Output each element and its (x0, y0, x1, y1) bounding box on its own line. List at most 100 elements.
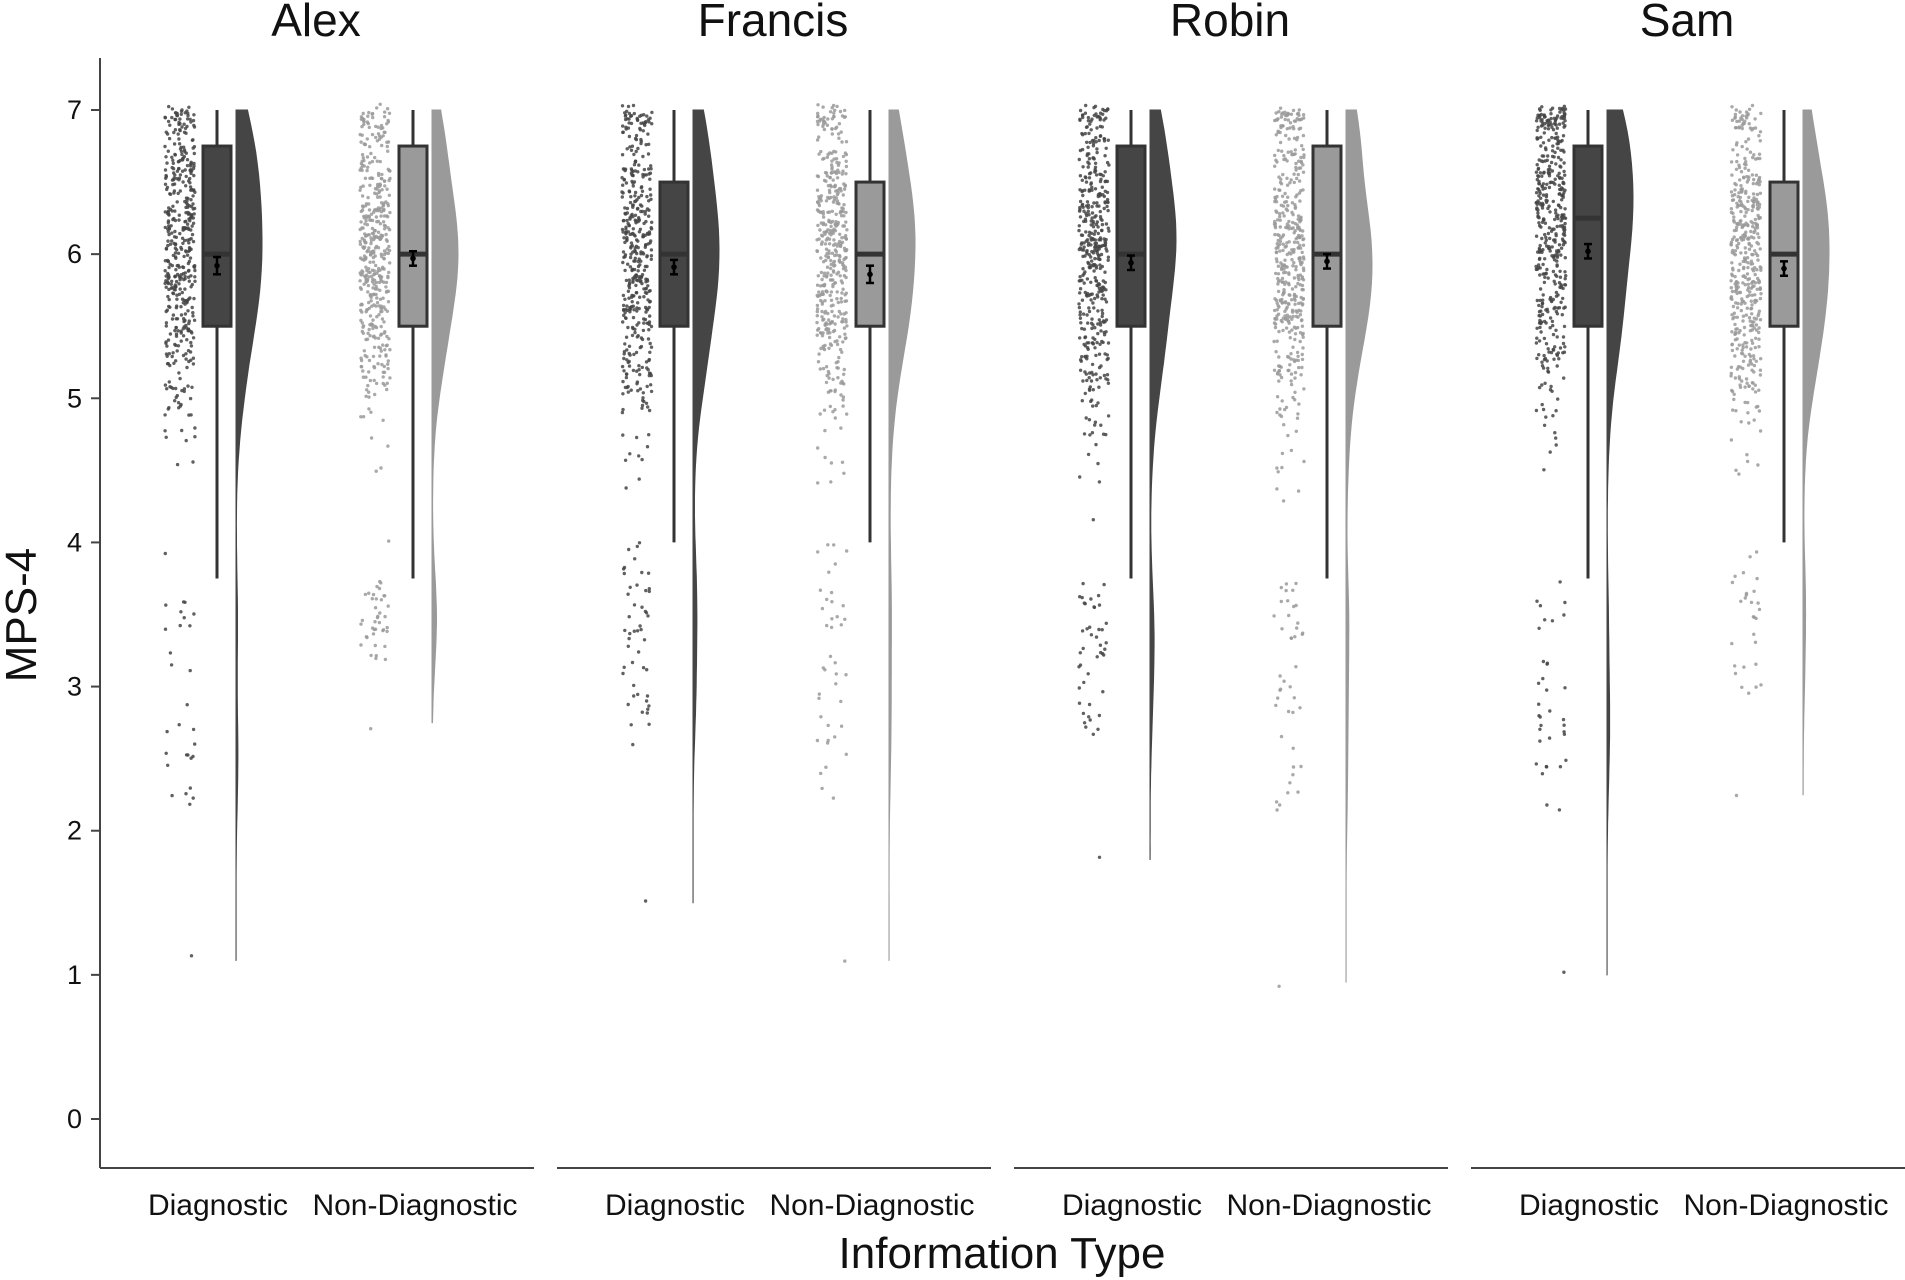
data-point (819, 270, 824, 275)
data-point (182, 122, 186, 126)
data-point (362, 246, 366, 250)
data-point (1096, 461, 1100, 466)
data-point (636, 389, 640, 393)
data-point (621, 392, 625, 396)
data-point (181, 334, 186, 338)
data-point (1283, 191, 1287, 196)
data-point (184, 184, 188, 188)
data-point (650, 220, 654, 224)
data-point (1729, 286, 1734, 290)
data-point (381, 418, 385, 422)
data-point (1274, 200, 1279, 204)
mean-point (1781, 265, 1787, 272)
data-point (373, 606, 378, 610)
data-point (1752, 632, 1756, 636)
data-point (370, 597, 374, 601)
data-point (1104, 641, 1108, 645)
data-point (1298, 706, 1302, 710)
data-point (626, 592, 630, 596)
data-point (1730, 289, 1735, 294)
data-point (186, 113, 190, 118)
data-point (1542, 131, 1547, 135)
data-point (1758, 265, 1762, 269)
data-point (359, 622, 363, 626)
data-point (193, 742, 197, 746)
data-point (1295, 117, 1299, 121)
data-point (816, 274, 820, 278)
data-point (164, 324, 168, 328)
data-point (817, 237, 821, 241)
data-point (1743, 257, 1747, 262)
data-point (1292, 261, 1296, 265)
data-point (1091, 144, 1096, 148)
data-point (1284, 225, 1288, 230)
data-point (633, 136, 638, 141)
data-point (1095, 126, 1099, 130)
data-point (842, 372, 846, 376)
data-point (377, 586, 382, 591)
data-point (1564, 758, 1568, 762)
data-point (371, 260, 376, 264)
data-point (1539, 321, 1543, 326)
data-point (1279, 125, 1283, 130)
data-point (1748, 150, 1753, 154)
data-point (165, 161, 169, 165)
data-point (1535, 599, 1539, 603)
data-point (1740, 144, 1744, 149)
data-point (1273, 118, 1277, 123)
data-point (835, 290, 839, 294)
data-point (816, 111, 820, 116)
data-point (371, 592, 376, 597)
data-point (167, 227, 172, 231)
data-point (647, 172, 651, 176)
data-point (645, 694, 650, 698)
data-point (644, 143, 648, 147)
data-point (378, 579, 382, 584)
data-point (378, 102, 382, 107)
data-point (1282, 679, 1286, 683)
data-point (171, 313, 176, 317)
data-point (820, 315, 824, 319)
data-point (649, 248, 654, 252)
data-point (1282, 153, 1286, 158)
data-point (1276, 148, 1281, 153)
data-point (1556, 203, 1561, 207)
data-point (625, 236, 629, 240)
data-point (1754, 173, 1759, 177)
data-point (630, 300, 634, 304)
data-point (380, 188, 384, 192)
data-point (629, 252, 633, 256)
data-point (1295, 193, 1299, 197)
data-point (640, 710, 644, 714)
data-point (1296, 621, 1300, 625)
data-point (1287, 219, 1291, 224)
data-point (180, 428, 184, 433)
data-point (1100, 339, 1104, 344)
data-point (1103, 239, 1107, 244)
data-point (640, 457, 644, 462)
data-point (1555, 312, 1560, 316)
data-point (1743, 385, 1747, 389)
data-point (1543, 126, 1547, 130)
data-point (639, 139, 643, 143)
data-point (173, 152, 177, 157)
data-point (844, 752, 848, 756)
data-point (1284, 582, 1289, 586)
y-tick-label: 4 (67, 527, 82, 557)
data-point (1734, 288, 1739, 292)
data-point (1275, 395, 1280, 399)
data-point (1738, 328, 1742, 333)
data-point (1087, 157, 1092, 161)
data-point (182, 148, 187, 152)
data-point (1758, 287, 1762, 291)
data-point (1273, 153, 1277, 158)
data-point (168, 123, 172, 127)
data-point (1297, 108, 1302, 112)
data-point (632, 180, 637, 184)
data-point (1100, 125, 1105, 129)
data-point (829, 171, 834, 175)
data-point (1562, 376, 1566, 380)
data-point (1544, 415, 1548, 419)
data-point (1758, 191, 1763, 195)
